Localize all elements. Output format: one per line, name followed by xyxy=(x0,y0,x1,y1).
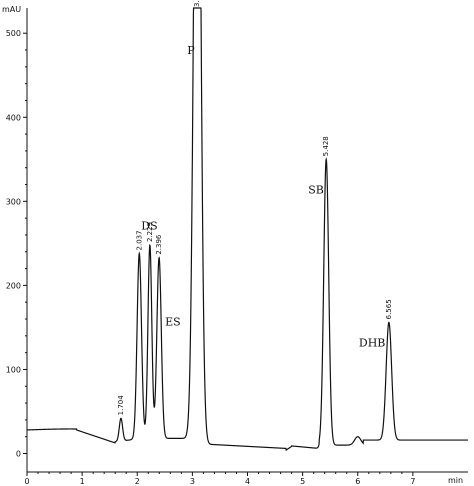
x-tick-label: 6 xyxy=(355,477,360,486)
retention-time-label: 3.088 xyxy=(193,0,201,7)
chromatogram-trace xyxy=(26,7,468,452)
retention-time-label: 2.037 xyxy=(135,230,143,250)
x-tick-label: 3 xyxy=(190,477,195,486)
x-ticks: 0 1 2 3 4 5 6 7 xyxy=(24,472,415,486)
y-tick-label: 300 xyxy=(6,197,21,206)
x-tick-label: 0 xyxy=(24,477,29,486)
y-tick-label: 500 xyxy=(6,29,21,38)
x-tick-label: 1 xyxy=(80,477,85,486)
x-tick-label: 2 xyxy=(135,477,140,486)
y-tick-label: 100 xyxy=(6,365,21,374)
peak-name: DHB xyxy=(359,336,386,349)
retention-time-label: 2.396 xyxy=(155,234,163,255)
retention-time-label: 2.229 xyxy=(146,222,154,242)
x-tick-label: 7 xyxy=(410,477,415,486)
peak-name: P xyxy=(187,44,195,57)
y-tick-label: 0 xyxy=(16,450,21,459)
x-tick-label: 5 xyxy=(300,477,305,486)
y-tick-label: 200 xyxy=(6,281,21,290)
peak-name: ES xyxy=(165,316,181,329)
x-tick-label: 4 xyxy=(245,477,250,486)
peak-name: SB xyxy=(308,183,324,196)
x-unit-label: min xyxy=(448,476,463,485)
peak-name: DS xyxy=(141,219,157,232)
retention-time-label: 1.704 xyxy=(117,395,125,416)
y-ticks: 0 100 200 300 400 500 xyxy=(6,29,27,459)
y-unit-label: mAU xyxy=(2,5,21,14)
retention-time-label: 6.565 xyxy=(385,299,393,319)
retention-time-label: 5.428 xyxy=(322,136,330,156)
y-tick-label: 400 xyxy=(6,113,21,122)
axes xyxy=(26,8,468,473)
